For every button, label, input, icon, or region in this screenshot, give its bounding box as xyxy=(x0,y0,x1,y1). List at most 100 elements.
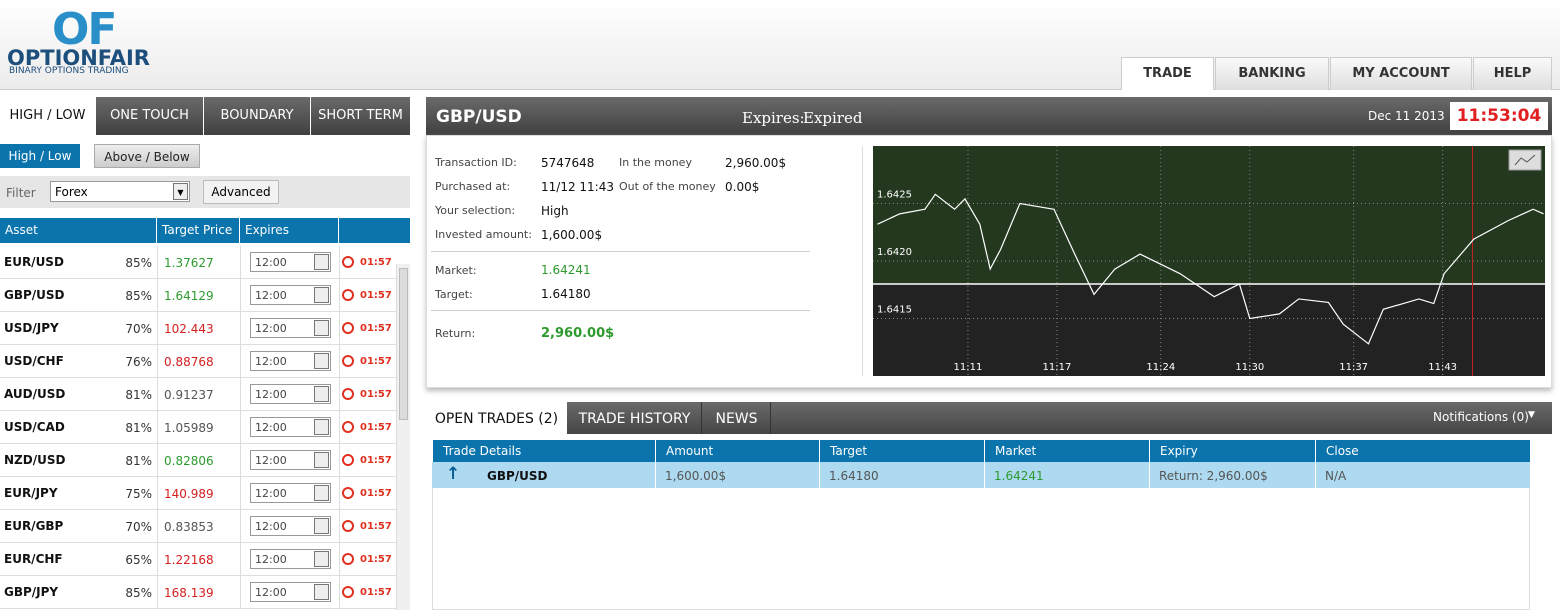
select-arrow xyxy=(314,419,329,435)
countdown: 01:57 xyxy=(360,521,392,532)
nav-tab[interactable]: HELP xyxy=(1473,57,1552,90)
payout: 65% xyxy=(125,553,152,567)
advanced-button[interactable]: Advanced xyxy=(203,180,279,204)
up-arrow: ↑ xyxy=(446,464,461,484)
countdown: 01:57 xyxy=(360,455,392,466)
expiry-select[interactable]: 12:00 xyxy=(250,450,331,470)
countdown: 01:57 xyxy=(360,587,392,598)
asset-name[interactable]: NZD/USD xyxy=(4,453,66,467)
divider xyxy=(240,510,241,543)
divider xyxy=(157,345,158,378)
trades-tab[interactable]: TRADE HISTORY xyxy=(568,402,702,434)
nav-tab[interactable]: BANKING xyxy=(1215,57,1329,90)
select-arrow: ▼ xyxy=(173,183,188,200)
expiry-select[interactable]: 12:00 xyxy=(250,549,331,569)
divider xyxy=(240,345,241,378)
divider xyxy=(655,462,656,488)
asset-name[interactable]: USD/JPY xyxy=(4,321,59,335)
row xyxy=(0,411,396,444)
select-arrow xyxy=(314,254,329,270)
select-arrow xyxy=(314,485,329,501)
payout: 85% xyxy=(125,586,152,600)
target-price: 0.83853 xyxy=(164,520,214,534)
option-tab[interactable]: BOUNDARY xyxy=(204,97,310,135)
expiry-select[interactable]: 12:00 xyxy=(250,384,331,404)
asset-name[interactable]: GBP/USD xyxy=(4,288,65,302)
expiry-select[interactable]: 12:00 xyxy=(250,318,331,338)
sub-tab[interactable]: High / Low xyxy=(0,144,80,168)
expiry-select[interactable]: 12:00 xyxy=(250,351,331,371)
chart: 11:11 11:17 11:24 11:30 11:37 11:43 1.6415 1.64… xyxy=(873,146,1545,376)
option-tab[interactable]: HIGH / LOW xyxy=(0,97,95,135)
countdown: 01:57 xyxy=(360,488,392,499)
trade-cell: 1.64241 xyxy=(994,469,1044,483)
asset-name[interactable]: USD/CAD xyxy=(4,420,65,434)
divider xyxy=(1315,462,1316,488)
asset-name[interactable]: EUR/GBP xyxy=(4,519,64,533)
expiry-select[interactable]: 12:00 xyxy=(250,582,331,602)
trades-bar xyxy=(426,402,1552,434)
scrollbar xyxy=(396,264,410,610)
option-tab[interactable]: SHORT TERM xyxy=(311,97,410,135)
divider xyxy=(240,444,241,477)
select-arrow xyxy=(314,584,329,600)
clock-icon xyxy=(342,289,354,301)
column-header: Market xyxy=(984,440,1149,462)
divider xyxy=(157,477,158,510)
x-tick-label: 11:24 xyxy=(1146,362,1175,373)
sub-tab[interactable]: Above / Below xyxy=(94,144,200,168)
pair: GBP/USD xyxy=(436,107,522,127)
market-value: 1.64241 xyxy=(541,263,591,277)
countdown: 01:57 xyxy=(360,554,392,565)
expiry-select[interactable]: 12:00 xyxy=(250,483,331,503)
target-price: 102.443 xyxy=(164,322,214,336)
expiry-select[interactable]: 12:00 xyxy=(250,285,331,305)
clock-icon xyxy=(342,421,354,433)
select-arrow xyxy=(314,386,329,402)
clock-icon xyxy=(342,256,354,268)
trades-tab[interactable]: NEWS xyxy=(703,402,771,434)
row xyxy=(0,279,396,312)
asset-name[interactable]: EUR/JPY xyxy=(4,486,58,500)
logo-brand: OPTIONFAIR xyxy=(7,46,150,70)
column-header: Target xyxy=(819,440,984,462)
separator xyxy=(431,310,810,311)
divider xyxy=(240,378,241,411)
filter-select[interactable]: Forex xyxy=(50,181,190,202)
divider xyxy=(157,576,158,609)
trades-tab[interactable]: OPEN TRADES (2) xyxy=(426,402,567,434)
select-arrow xyxy=(314,320,329,336)
date: Dec 11 2013 xyxy=(1368,109,1445,123)
payout: 85% xyxy=(125,289,152,303)
asset-name[interactable]: USD/CHF xyxy=(4,354,64,368)
divider xyxy=(339,510,340,543)
expiry-select[interactable]: 12:00 xyxy=(250,252,331,272)
expiry-select[interactable]: 12:00 xyxy=(250,516,331,536)
asset-name[interactable]: AUD/USD xyxy=(4,387,66,401)
clock-icon xyxy=(342,520,354,532)
detail-label: Target: xyxy=(435,288,473,301)
panel-header xyxy=(426,97,1552,135)
clock-icon xyxy=(342,355,354,367)
asset-name[interactable]: EUR/CHF xyxy=(4,552,63,566)
clock-icon xyxy=(342,586,354,598)
filter-label: Filter xyxy=(6,186,36,200)
option-tab[interactable]: ONE TOUCH xyxy=(96,97,203,135)
trades-area xyxy=(432,488,1530,610)
asset-name[interactable]: EUR/USD xyxy=(4,255,64,269)
nav-tab[interactable]: MY ACCOUNT xyxy=(1330,57,1472,90)
detail-label: Return: xyxy=(435,327,476,340)
notifications[interactable]: Notifications (0) xyxy=(1433,410,1529,424)
divider xyxy=(339,411,340,444)
asset-name[interactable]: GBP/JPY xyxy=(4,585,59,599)
trade-cell: N/A xyxy=(1325,469,1347,483)
target-price: 1.05989 xyxy=(164,421,214,435)
divider xyxy=(339,345,340,378)
expiry-select[interactable]: 12:00 xyxy=(250,417,331,437)
nav-tab[interactable]: TRADE xyxy=(1121,57,1214,90)
divider xyxy=(240,411,241,444)
column-header: Amount xyxy=(655,440,819,462)
y-tick-label: 1.6415 xyxy=(877,305,912,316)
column-header: Target Price xyxy=(157,218,240,243)
